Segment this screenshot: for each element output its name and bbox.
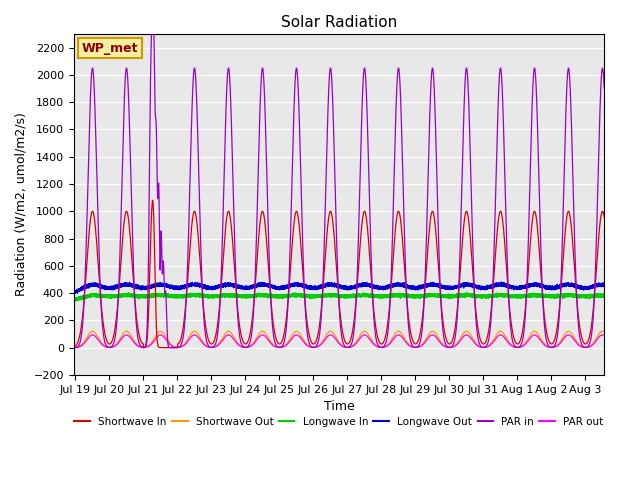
X-axis label: Time: Time [324,400,355,413]
Legend: Shortwave In, Shortwave Out, Longwave In, Longwave Out, PAR in, PAR out: Shortwave In, Shortwave Out, Longwave In… [70,413,608,431]
Title: Solar Radiation: Solar Radiation [281,15,397,30]
Y-axis label: Radiation (W/m2, umol/m2/s): Radiation (W/m2, umol/m2/s) [15,112,28,296]
Text: WP_met: WP_met [81,42,138,55]
